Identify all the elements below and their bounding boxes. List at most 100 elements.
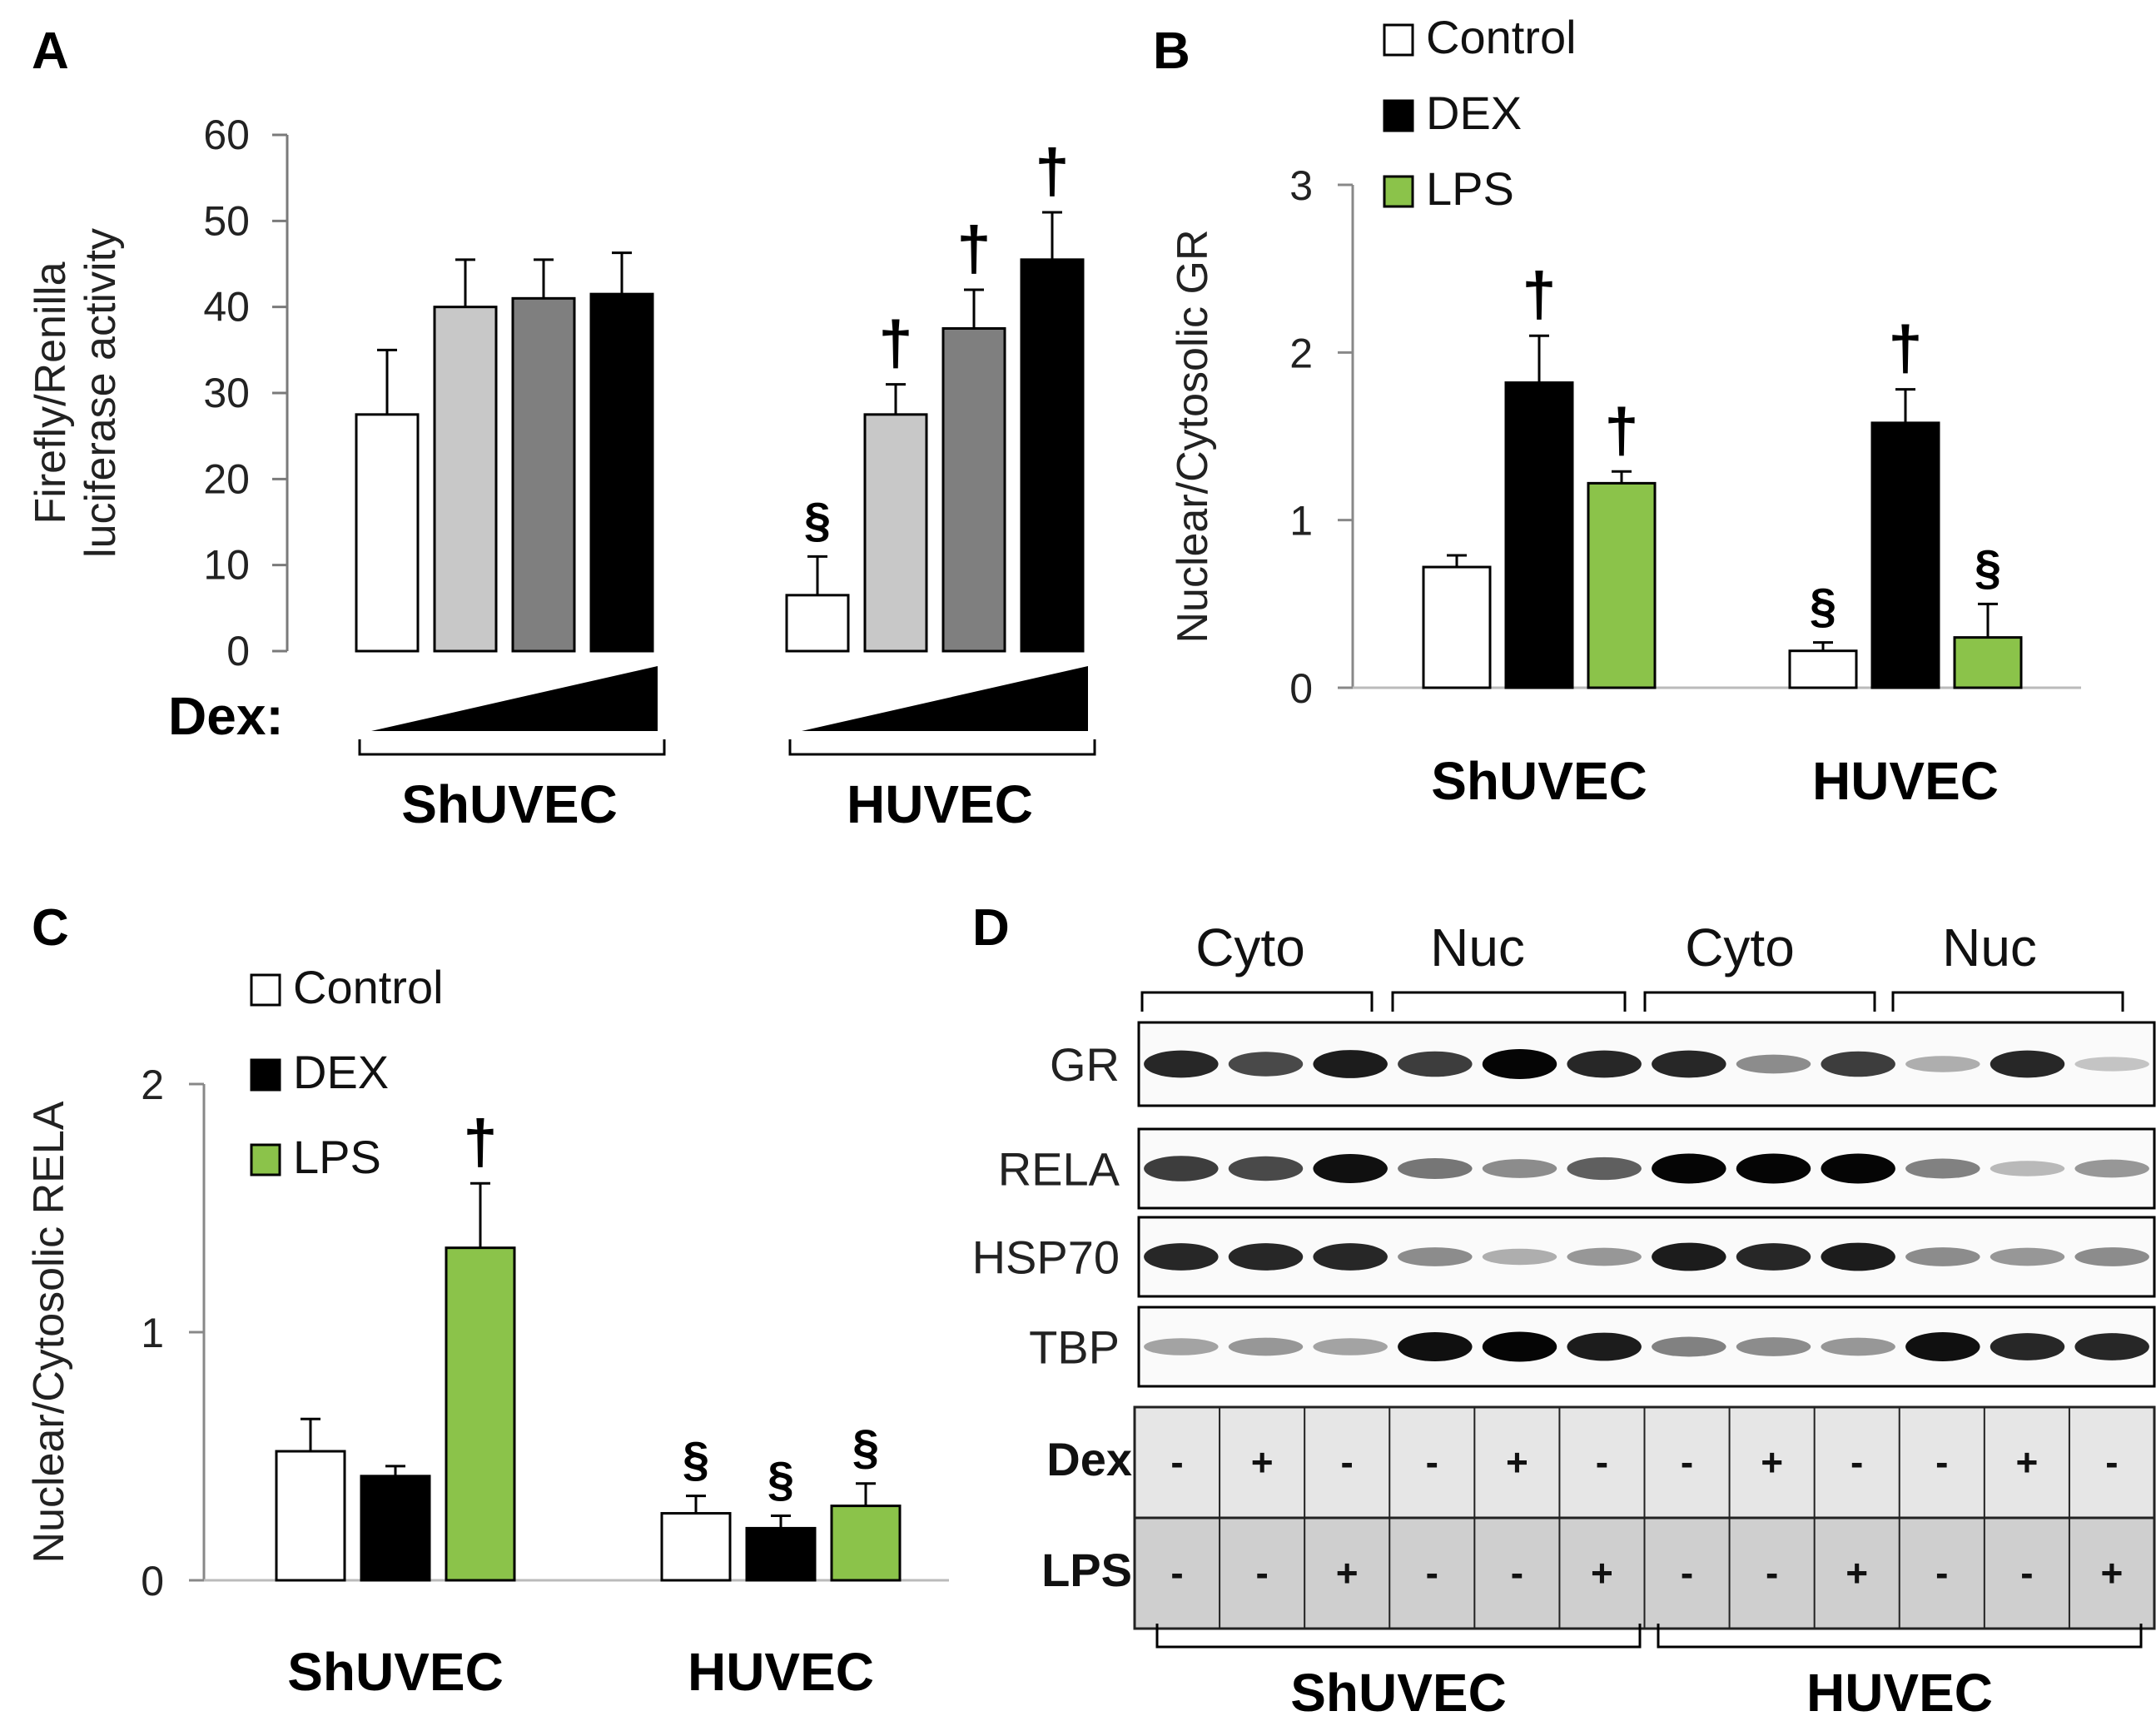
bar — [360, 1475, 431, 1582]
dex-sign: + — [1251, 1440, 1274, 1484]
lps-sign: - — [1511, 1551, 1523, 1594]
group-bracket — [788, 739, 1096, 756]
blot-band — [1990, 1247, 2065, 1266]
bar — [1953, 636, 2023, 689]
legend-swatch — [250, 973, 281, 1007]
group-label: ShUVEC — [1290, 1663, 1507, 1723]
blot-band — [1905, 1332, 1980, 1361]
y-axis-label: Firefly/Renillaluciferase activity — [27, 228, 125, 558]
category-label: ShUVEC — [287, 1642, 504, 1702]
blot-band — [1652, 1050, 1726, 1078]
y-tick-label: 0 — [1289, 665, 1313, 712]
legend-swatch — [250, 1058, 281, 1092]
lps-sign: - — [2020, 1551, 2033, 1594]
y-tick-label: 2 — [141, 1062, 164, 1108]
blot-band — [1144, 1156, 1219, 1181]
blot-band — [1144, 1338, 1219, 1355]
significance-mark: † — [1035, 137, 1069, 206]
significance-mark: § — [683, 1433, 709, 1487]
blot-band — [1398, 1332, 1473, 1361]
blot-band — [1228, 1052, 1304, 1077]
legend-label: LPS — [293, 1131, 381, 1183]
blot-band — [1652, 1242, 1726, 1271]
blot-band — [1736, 1337, 1811, 1356]
blot-strip — [1137, 1306, 2156, 1388]
blot-band — [2074, 1159, 2149, 1178]
dex-label: Dex: — [168, 686, 284, 746]
blot-strip — [1137, 1021, 2156, 1107]
blot-band — [1821, 1337, 1895, 1356]
blot-band — [1228, 1156, 1304, 1181]
blot-band — [1736, 1243, 1811, 1271]
dex-sign: - — [1341, 1440, 1354, 1484]
blot-band — [1398, 1158, 1473, 1179]
lps-sign: + — [1591, 1551, 1613, 1594]
blot-band — [1144, 1050, 1219, 1078]
significance-mark: † — [956, 214, 991, 283]
y-tick-label: 60 — [203, 112, 250, 158]
bar — [1870, 421, 1940, 689]
blot-band — [1905, 1247, 1980, 1266]
blot-band — [1398, 1051, 1473, 1077]
blot-band — [1990, 1333, 2065, 1360]
blot-band — [1736, 1054, 1811, 1074]
blot-strip — [1137, 1216, 2156, 1298]
blot-row-label: GR — [1050, 1038, 1120, 1091]
bar — [511, 296, 576, 653]
blot-band — [1821, 1153, 1895, 1184]
panel-c-chart: 0 1 2 Nuclear/Cytosolic RELA Control DEX LPS † S… — [25, 961, 949, 1702]
y-tick-label: 3 — [1289, 162, 1313, 209]
treatment-label-lps: LPS — [1041, 1544, 1132, 1596]
legend-label: DEX — [1426, 87, 1522, 139]
dex-sign: - — [1681, 1440, 1693, 1484]
bar — [1020, 258, 1085, 653]
group-bracket — [358, 739, 666, 756]
lps-sign: - — [1766, 1551, 1778, 1594]
blot-row-label: HSP70 — [972, 1231, 1120, 1284]
legend-label: Control — [1426, 11, 1577, 63]
dex-gradient-wedge — [802, 666, 1088, 731]
y-axis-label-line: luciferase activity — [77, 228, 125, 558]
legend-swatch — [1383, 175, 1414, 208]
significance-mark: § — [1810, 579, 1836, 634]
blot-band — [1567, 1050, 1642, 1078]
bar — [589, 292, 654, 653]
panel-a-chart: 0 10 20 30 40 50 60 Firefly/Renillaluciferase a… — [27, 112, 1096, 834]
group-label: HUVEC — [847, 774, 1033, 834]
blot-band — [2074, 1057, 2149, 1072]
legend-swatch — [1383, 23, 1414, 57]
lps-sign: + — [1846, 1551, 1868, 1594]
blot-band — [1567, 1247, 1642, 1266]
column-bracket — [1391, 991, 1627, 1012]
significance-mark: § — [1975, 540, 2001, 594]
y-tick-label: 10 — [203, 542, 250, 589]
blot-band — [1228, 1243, 1304, 1271]
blot-band — [1313, 1050, 1388, 1078]
y-tick-label: 30 — [203, 370, 250, 416]
y-axis-label: Nuclear/Cytosolic RELA — [25, 1101, 73, 1563]
blot-strip — [1137, 1127, 2156, 1210]
dex-sign: - — [1850, 1440, 1863, 1484]
bar — [863, 413, 928, 653]
dex-sign: - — [1170, 1440, 1183, 1484]
bar — [1587, 481, 1657, 689]
blot-band — [1313, 1243, 1388, 1271]
group-label: ShUVEC — [401, 774, 618, 834]
panel-letter-a: A — [32, 22, 69, 80]
bar — [941, 327, 1006, 653]
y-axis-label-line: Firefly/Renilla — [27, 261, 75, 524]
y-tick-label: 0 — [226, 628, 250, 674]
blot-band — [1482, 1248, 1557, 1266]
dex-sign: - — [2105, 1440, 2118, 1484]
blot-band — [1821, 1242, 1895, 1271]
lps-sign: - — [1935, 1551, 1948, 1594]
blot-band — [1228, 1337, 1304, 1356]
blot-band — [1482, 1159, 1557, 1178]
treatment-label-dex: Dex — [1046, 1433, 1132, 1485]
blot-band — [1736, 1153, 1811, 1184]
dex-gradient-wedge — [371, 666, 658, 731]
blot-column-head: Cyto — [1195, 918, 1305, 977]
legend-label: DEX — [293, 1046, 389, 1098]
bar — [445, 1246, 516, 1582]
